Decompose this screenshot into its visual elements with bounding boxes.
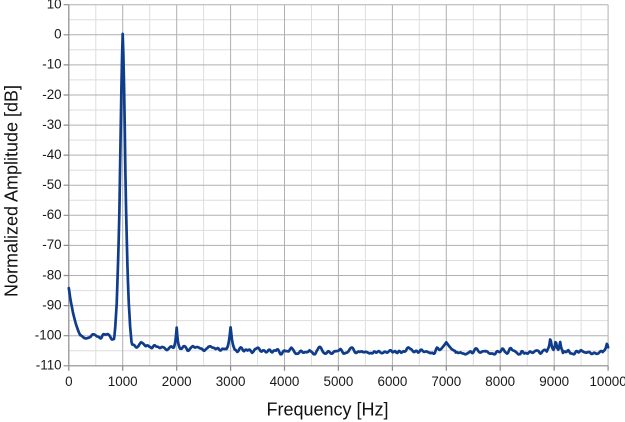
svg-text:Normalized Amplitude [dB]: Normalized Amplitude [dB] [2,85,22,297]
svg-text:-40: -40 [42,147,61,162]
svg-text:7000: 7000 [431,374,461,389]
svg-text:6000: 6000 [378,374,408,389]
svg-text:-20: -20 [42,87,61,102]
svg-text:0: 0 [65,374,72,389]
svg-text:2000: 2000 [162,374,192,389]
svg-text:-50: -50 [42,177,61,192]
svg-text:5000: 5000 [324,374,354,389]
svg-text:9000: 9000 [539,374,569,389]
svg-text:-80: -80 [42,267,61,282]
svg-text:-100: -100 [35,328,62,343]
svg-text:-110: -110 [36,358,62,373]
svg-text:0: 0 [54,27,61,42]
svg-text:-70: -70 [42,237,61,252]
svg-text:-30: -30 [42,117,61,132]
svg-text:1000: 1000 [108,374,138,389]
svg-text:-10: -10 [42,57,61,72]
svg-text:4000: 4000 [270,374,300,389]
svg-text:3000: 3000 [216,374,246,389]
svg-text:10: 10 [47,0,62,12]
svg-text:-60: -60 [42,207,61,222]
svg-text:8000: 8000 [485,374,515,389]
svg-text:Frequency [Hz]: Frequency [Hz] [266,399,388,419]
svg-text:10000: 10000 [589,374,625,389]
svg-text:-90: -90 [42,297,61,312]
